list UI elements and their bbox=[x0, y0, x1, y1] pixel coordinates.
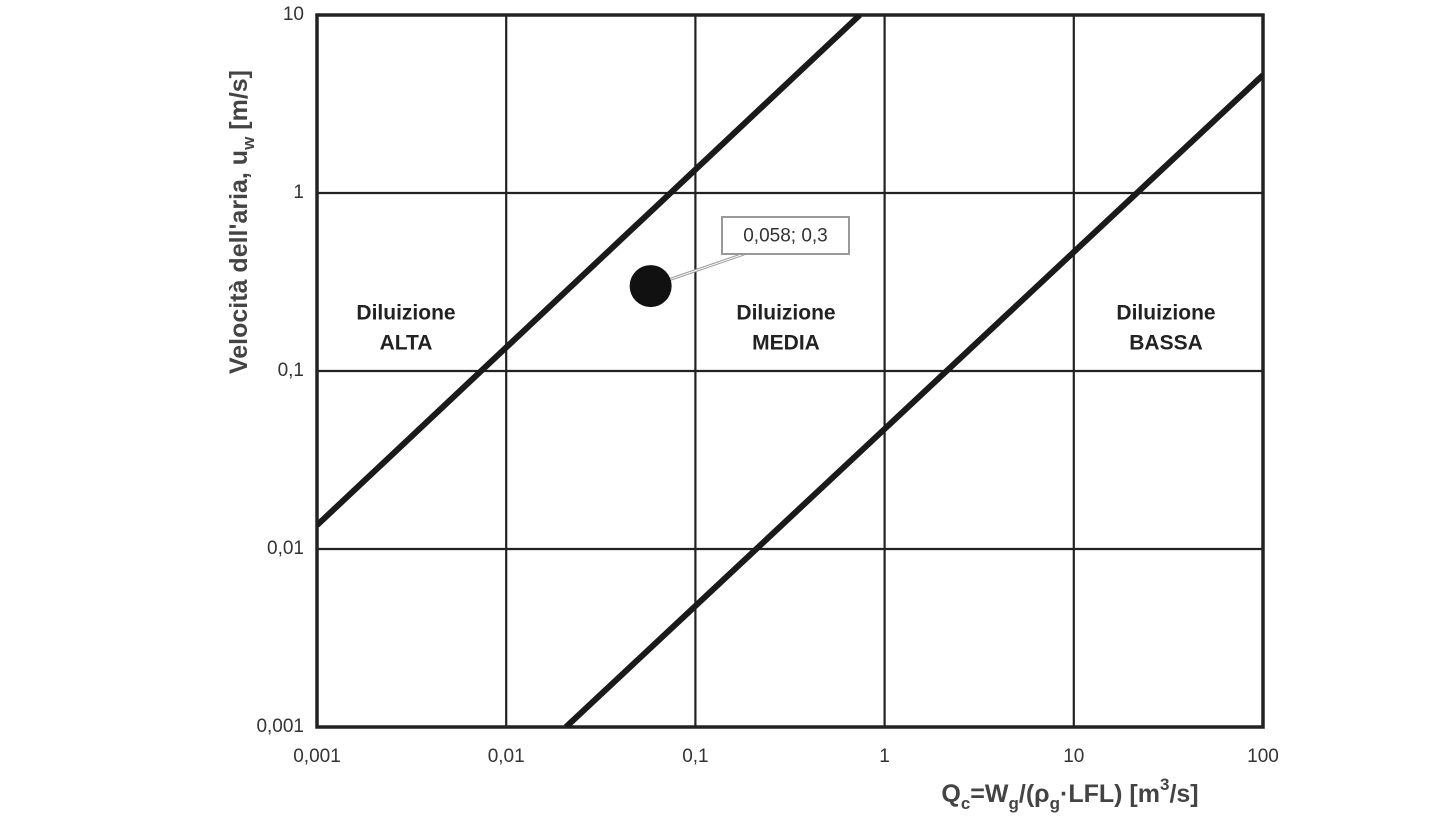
x-axis-title-part: ·LFL) [m bbox=[1060, 780, 1160, 808]
region-label: Diluizione bbox=[1116, 302, 1215, 325]
y-tick-label: 1 bbox=[293, 182, 304, 203]
x-axis-title-part: g bbox=[1008, 794, 1018, 813]
y-axis-title-part: w bbox=[239, 136, 258, 151]
point bbox=[629, 265, 672, 308]
x-axis-title-part: Q bbox=[941, 780, 960, 808]
y-tick-label: 0,1 bbox=[278, 360, 304, 381]
x-tick-label: 0,1 bbox=[682, 746, 708, 767]
line bbox=[563, 72, 1263, 727]
x-tick-label: 100 bbox=[1247, 746, 1279, 767]
y-tick-label: 0,01 bbox=[267, 538, 304, 559]
x-tick-label: 0,01 bbox=[488, 746, 525, 767]
y-tick-label: 0,001 bbox=[256, 716, 304, 737]
x-axis-title-part: 3 bbox=[1160, 775, 1169, 794]
x-axis-title-part: /(ρ bbox=[1019, 780, 1050, 808]
label-box bbox=[721, 216, 850, 255]
x-tick-label: 1 bbox=[879, 746, 890, 767]
region-label: ALTA bbox=[380, 332, 433, 355]
data-label: 0,058; 0,3 bbox=[743, 226, 828, 247]
x-axis-title-part: /s] bbox=[1169, 780, 1198, 808]
y-axis-title: Velocità dell'aria, uw [m/s] bbox=[225, 70, 258, 374]
y-axis-title-part: [m/s] bbox=[225, 70, 253, 137]
x-axis-title-part: c bbox=[961, 794, 970, 813]
plot-frame bbox=[315, 13, 1265, 729]
y-tick-label: 10 bbox=[283, 4, 304, 25]
y-axis-title-part: Velocità dell'aria, u bbox=[225, 150, 253, 374]
region-label: MEDIA bbox=[752, 332, 820, 355]
region-label: BASSA bbox=[1129, 332, 1203, 355]
x-tick-label: 0,001 bbox=[293, 746, 341, 767]
region-label: Diluizione bbox=[356, 302, 455, 325]
x-tick-label: 10 bbox=[1063, 746, 1084, 767]
line bbox=[317, 15, 862, 528]
region-label: Diluizione bbox=[736, 302, 835, 325]
x-axis-title-part: =W bbox=[970, 780, 1009, 808]
x-axis-title: Qc=Wg/(ρg·LFL) [m3/s] bbox=[941, 775, 1198, 813]
x-axis-title-part: g bbox=[1050, 794, 1060, 813]
